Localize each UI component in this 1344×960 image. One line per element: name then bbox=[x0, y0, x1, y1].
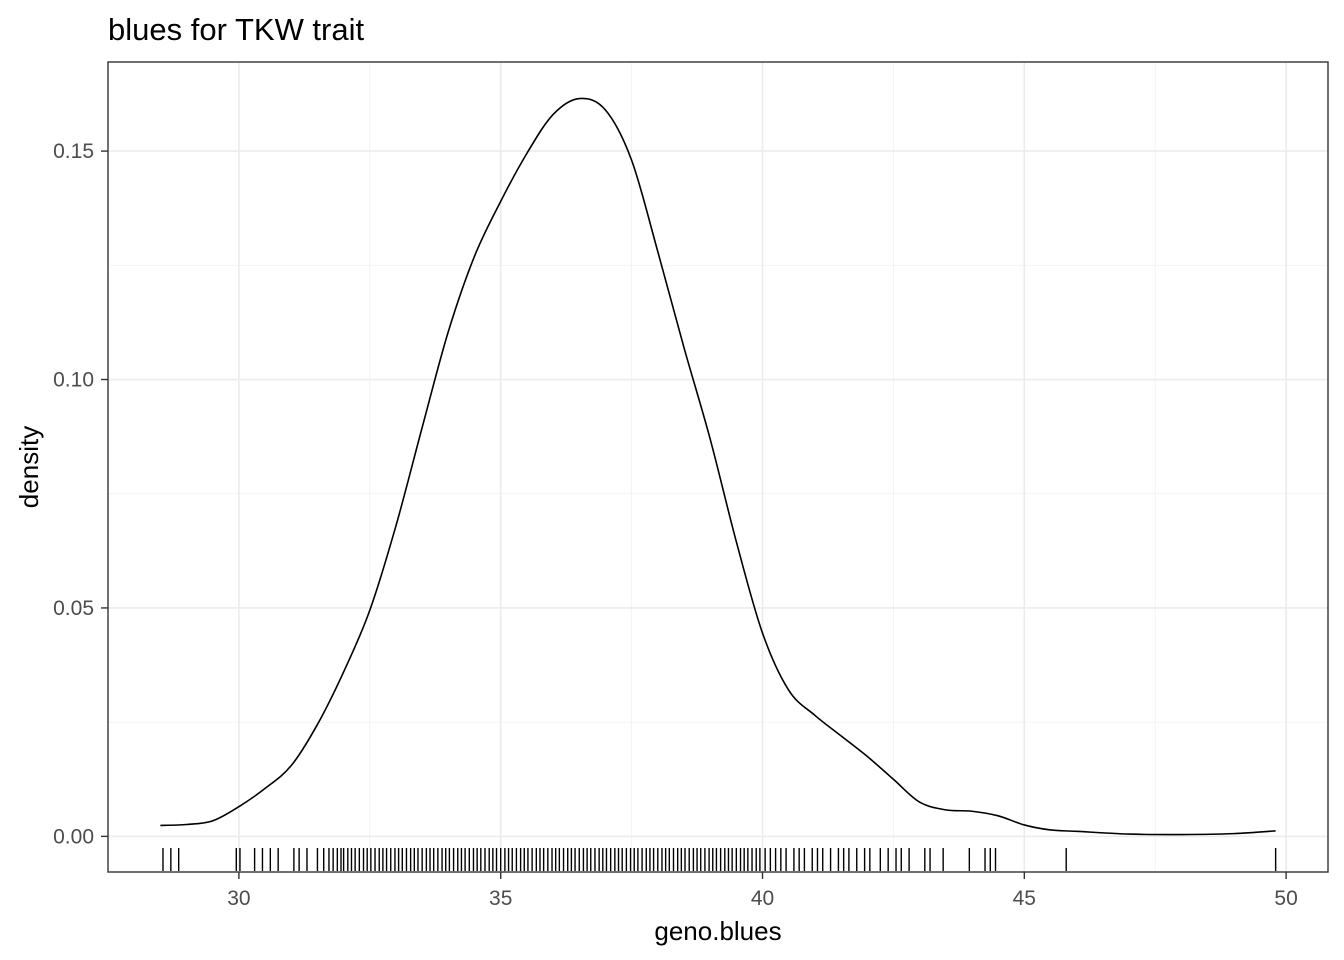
y-axis: 0.00 0.05 0.10 0.15 bbox=[53, 140, 108, 848]
x-axis-title: geno.blues bbox=[654, 916, 781, 946]
y-tick-label: 0.05 bbox=[53, 597, 94, 620]
x-axis: 30 35 40 45 50 bbox=[227, 872, 1298, 910]
y-tick-label: 0.10 bbox=[53, 369, 94, 392]
y-tick-label: 0.15 bbox=[53, 140, 94, 163]
minor-gridlines bbox=[108, 62, 1328, 872]
x-tick-label: 30 bbox=[227, 887, 250, 910]
x-tick-label: 35 bbox=[489, 887, 512, 910]
panel-border bbox=[107, 61, 1329, 873]
major-gridlines bbox=[108, 62, 1328, 872]
y-axis-title: density bbox=[14, 426, 44, 508]
rug-marks bbox=[162, 848, 1277, 871]
y-tick-label: 0.00 bbox=[53, 825, 94, 848]
x-tick-label: 40 bbox=[751, 887, 774, 910]
density-line bbox=[160, 97, 1276, 836]
x-tick-label: 50 bbox=[1274, 887, 1297, 910]
chart-title: blues for TKW trait bbox=[108, 12, 365, 47]
x-tick-label: 45 bbox=[1013, 887, 1036, 910]
